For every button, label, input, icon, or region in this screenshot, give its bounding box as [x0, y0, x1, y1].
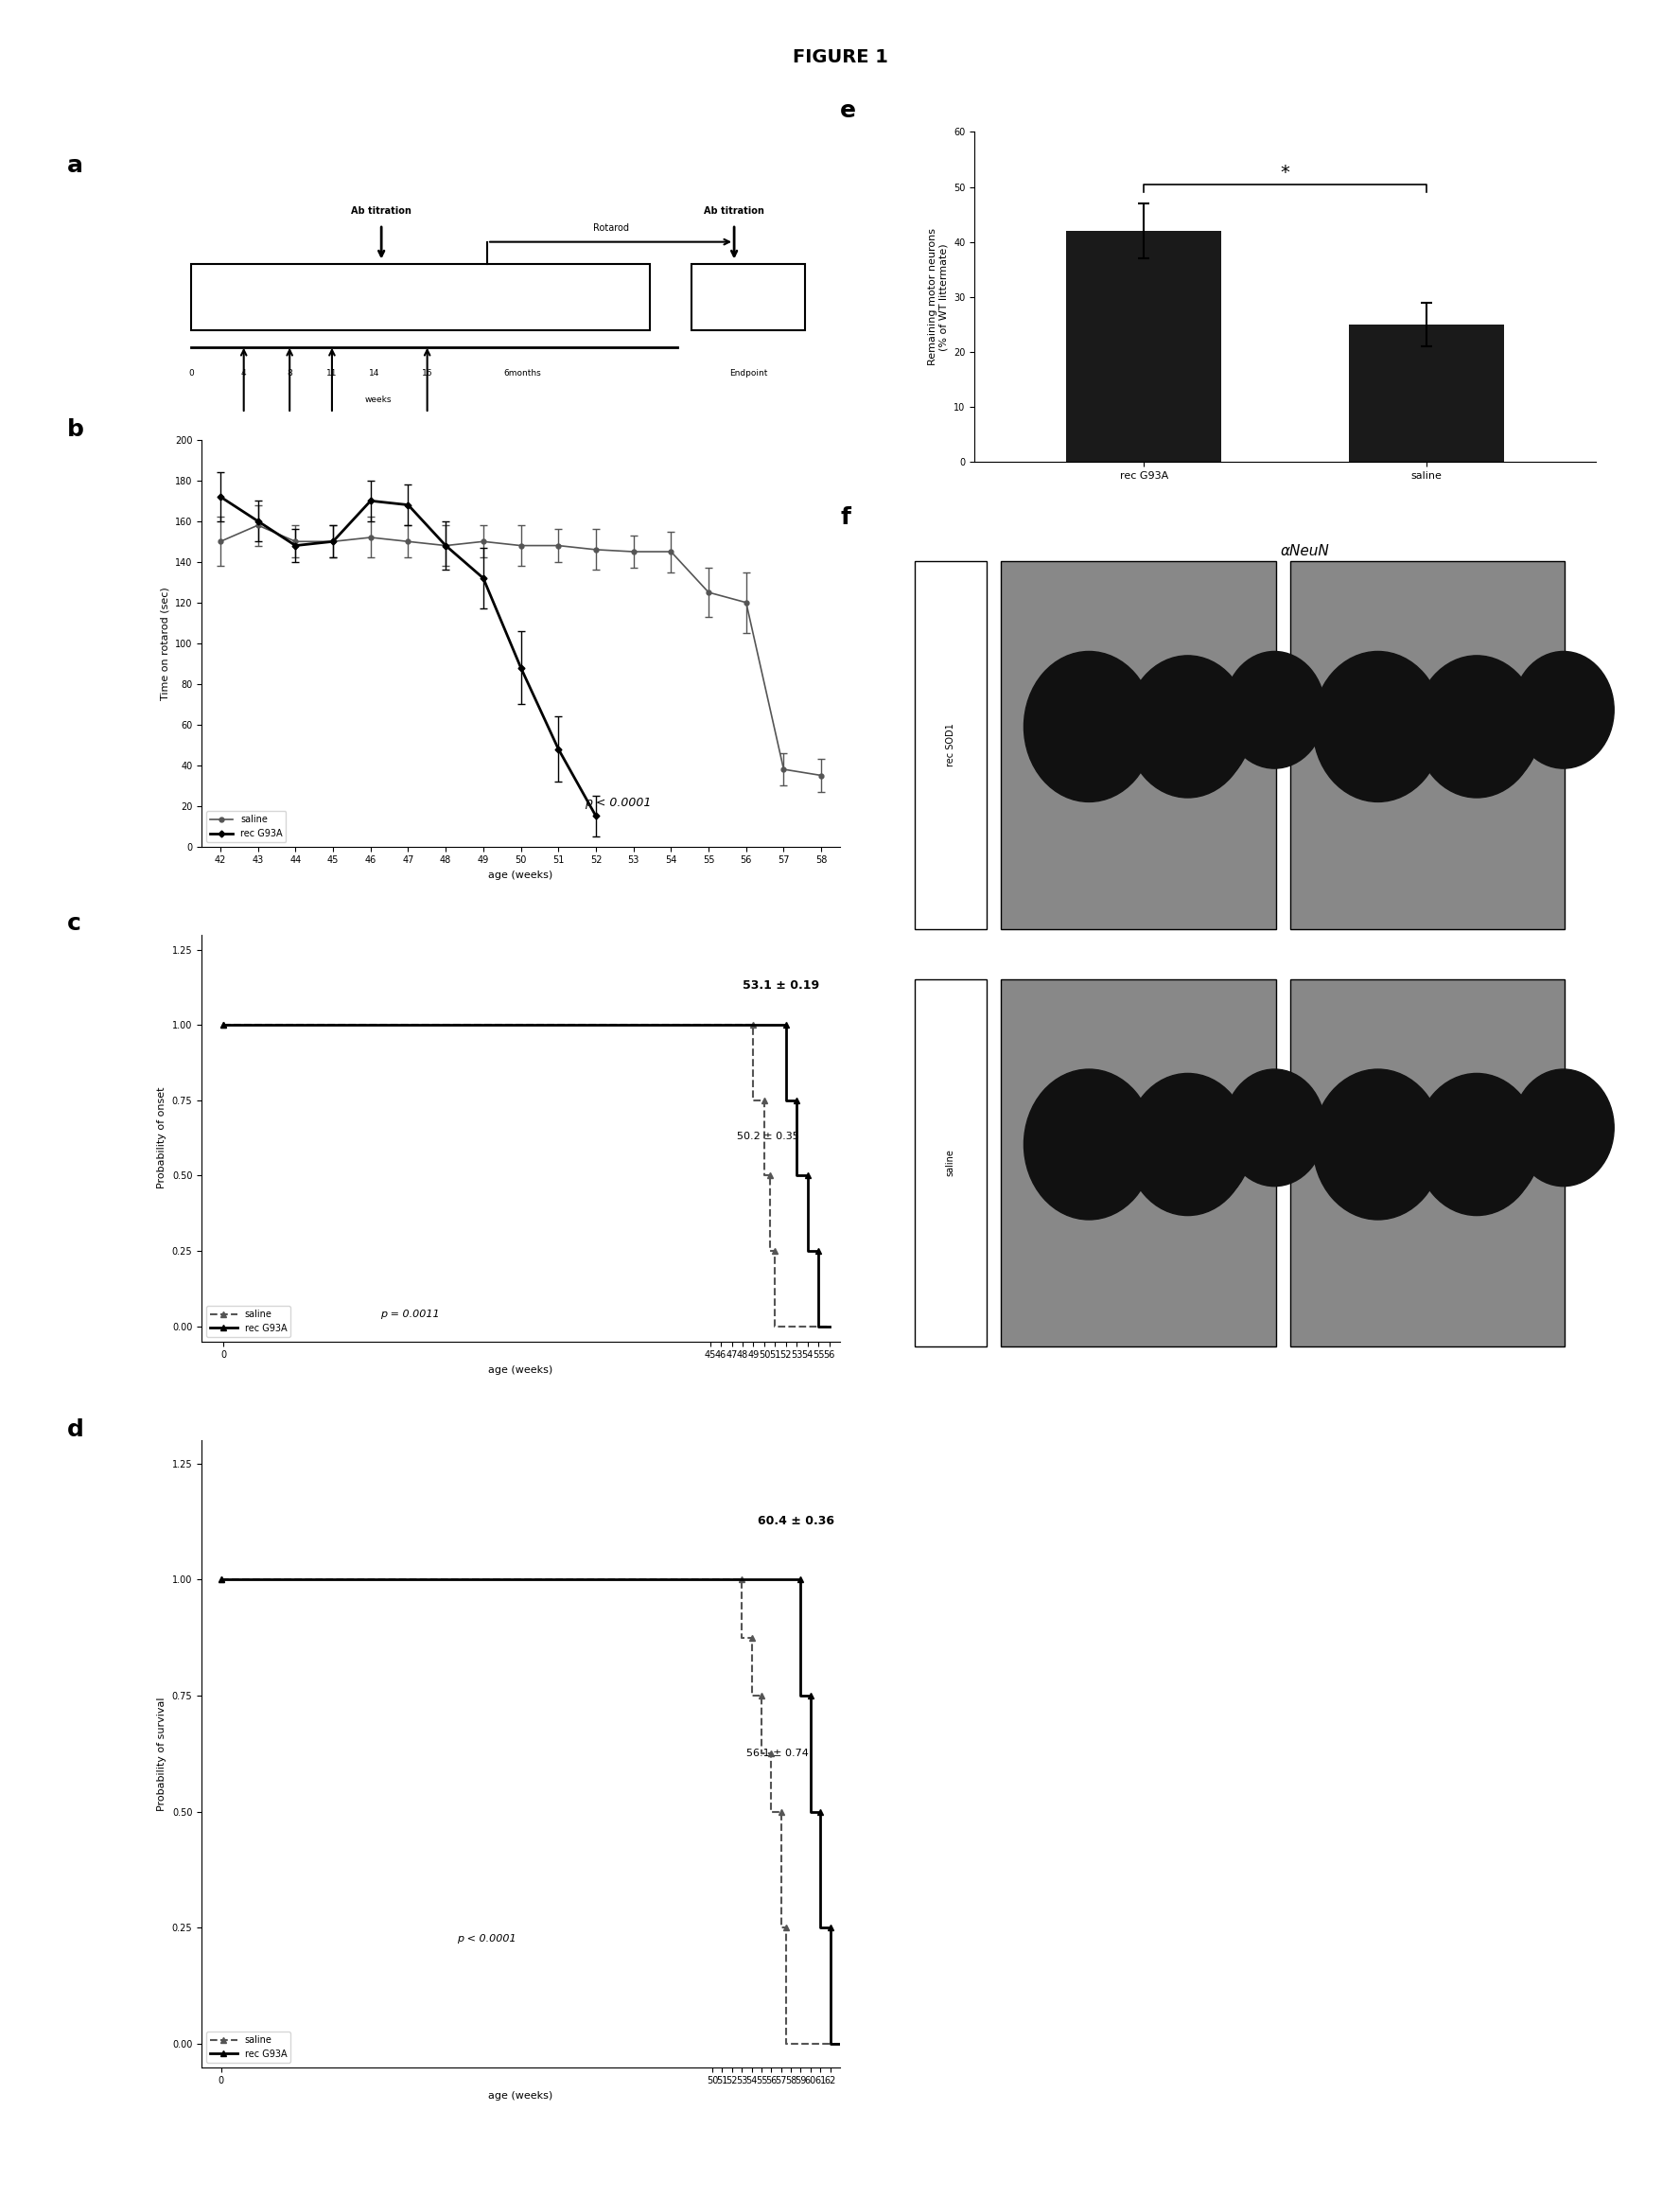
Text: 6months: 6months	[504, 369, 541, 378]
Circle shape	[1142, 664, 1252, 789]
Text: FIGURE 1: FIGURE 1	[793, 48, 887, 66]
Bar	[1001, 561, 1275, 928]
Text: b: b	[67, 418, 84, 440]
Circle shape	[1431, 664, 1541, 789]
Bar	[1067, 231, 1221, 462]
Text: weeks: weeks	[365, 396, 391, 405]
Text: saline: saline	[946, 1150, 956, 1176]
Circle shape	[1312, 651, 1443, 803]
Bar	[692, 264, 805, 330]
Y-axis label: Probability of survival: Probability of survival	[158, 1698, 166, 1810]
Text: Injection (25 μg x 2 sites / mouse): Injection (25 μg x 2 sites / mouse)	[390, 495, 558, 504]
X-axis label: age (weeks): age (weeks)	[489, 2091, 553, 2100]
Circle shape	[1126, 655, 1250, 798]
Circle shape	[1415, 1073, 1539, 1216]
Text: rec SOD1: rec SOD1	[946, 723, 956, 767]
Legend: saline, rec G93A: saline, rec G93A	[207, 1306, 291, 1337]
Circle shape	[1415, 655, 1539, 798]
Text: 53.1 ± 0.19: 53.1 ± 0.19	[743, 979, 818, 992]
Bar	[1001, 979, 1275, 1346]
Text: 11: 11	[326, 369, 338, 378]
Text: Rotarod: Rotarod	[593, 224, 628, 233]
Text: 4: 4	[242, 369, 247, 378]
Circle shape	[1142, 1082, 1252, 1207]
Circle shape	[1225, 651, 1326, 767]
X-axis label: age (weeks): age (weeks)	[489, 871, 553, 880]
Text: c: c	[67, 913, 81, 935]
Bar	[1290, 979, 1564, 1346]
Text: Ab titration: Ab titration	[351, 207, 412, 216]
Text: *: *	[1280, 163, 1290, 183]
Legend: saline, rec G93A: saline, rec G93A	[207, 2032, 291, 2063]
Legend: saline, rec G93A: saline, rec G93A	[207, 811, 286, 842]
Text: 8: 8	[287, 369, 292, 378]
Text: f: f	[840, 506, 850, 528]
Text: αNeuN: αNeuN	[1280, 545, 1329, 559]
Text: a: a	[67, 154, 84, 176]
Bar	[1349, 323, 1504, 462]
Text: 14: 14	[370, 369, 380, 378]
Text: Endpoint: Endpoint	[729, 369, 768, 378]
Text: p < 0.0001: p < 0.0001	[457, 1935, 516, 1944]
Bar	[192, 264, 650, 330]
Text: 60.4 ± 0.36: 60.4 ± 0.36	[758, 1515, 833, 1526]
Circle shape	[1023, 1069, 1154, 1220]
Circle shape	[1126, 1073, 1250, 1216]
Text: p = 0.0011: p = 0.0011	[380, 1308, 440, 1319]
Circle shape	[1514, 1069, 1614, 1185]
Text: 56.1 ± 0.74: 56.1 ± 0.74	[746, 1748, 810, 1757]
Text: e: e	[840, 99, 857, 121]
Circle shape	[1431, 1082, 1541, 1207]
Circle shape	[1225, 1069, 1326, 1185]
Bar	[914, 561, 986, 928]
Text: 0: 0	[188, 369, 193, 378]
Text: d: d	[67, 1418, 84, 1440]
Circle shape	[1312, 1069, 1443, 1220]
Bar	[914, 979, 986, 1346]
Text: 50.2 ± 0.35: 50.2 ± 0.35	[738, 1132, 800, 1141]
Bar	[1290, 561, 1564, 928]
Circle shape	[1514, 651, 1614, 767]
Y-axis label: Remaining motor neurons
(% of WT littermate): Remaining motor neurons (% of WT litterm…	[927, 229, 948, 365]
Y-axis label: Probability of onset: Probability of onset	[158, 1086, 166, 1190]
Text: Ab titration: Ab titration	[704, 207, 764, 216]
Y-axis label: Time on rotarod (sec): Time on rotarod (sec)	[160, 587, 170, 699]
Text: p < 0.0001: p < 0.0001	[585, 796, 652, 809]
X-axis label: age (weeks): age (weeks)	[489, 1366, 553, 1374]
Text: 16: 16	[422, 369, 433, 378]
Circle shape	[1023, 651, 1154, 803]
